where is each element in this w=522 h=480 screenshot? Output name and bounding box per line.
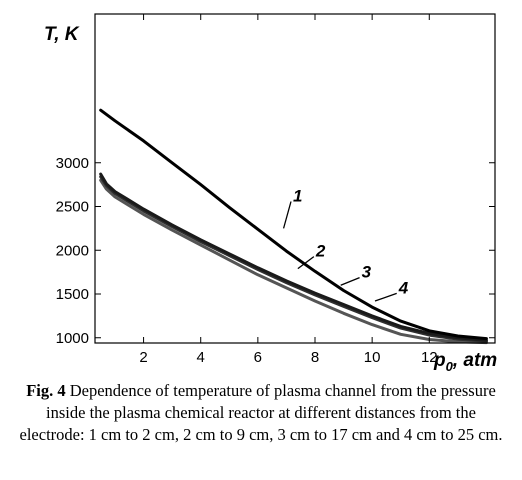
series-1-line (99, 108, 488, 341)
curve-4-label: 4 (398, 278, 409, 297)
x-axis-subscript: 0 (446, 359, 454, 374)
curve-3-leader (340, 277, 360, 286)
y-tick-label: 1500 (56, 286, 89, 303)
x-tick-label: 12 (421, 349, 438, 366)
x-tick-label: 2 (139, 349, 147, 366)
figure-caption: Fig. 4 Dependence of temperature of plas… (14, 380, 508, 446)
y-tick-label: 3000 (56, 155, 89, 172)
y-axis-title: T, K (44, 24, 80, 45)
y-tick-label: 2500 (56, 199, 89, 216)
curve-1-label: 1 (293, 187, 302, 206)
x-tick-label: 10 (364, 349, 381, 366)
x-tick-label: 6 (254, 349, 262, 366)
series-4-line (99, 178, 488, 345)
curves-layer (99, 108, 488, 345)
x-tick-label: 8 (311, 349, 319, 366)
figure-label: Fig. 4 (26, 381, 66, 400)
x-axis-title: p0, atm (433, 350, 497, 374)
annotation-layer: 1 2 3 4 (282, 187, 409, 302)
x-axis-symbol: p (433, 350, 446, 371)
x-tick-label: 4 (197, 349, 205, 366)
y-tick-label: 2000 (56, 242, 89, 259)
caption-text: Dependence of temperature of plasma chan… (19, 381, 503, 444)
curve-4-leader (374, 292, 397, 302)
curve-3-label: 3 (362, 263, 372, 282)
curve-2-leader (297, 256, 315, 270)
y-tick-label: 1000 (56, 330, 89, 347)
curve-2-label: 2 (315, 242, 326, 261)
curve-1-leader (282, 201, 292, 229)
x-axis-unit: , atm (452, 350, 497, 371)
series-3-line (99, 175, 488, 343)
series-2-line (99, 172, 488, 342)
plot-frame (94, 13, 496, 344)
